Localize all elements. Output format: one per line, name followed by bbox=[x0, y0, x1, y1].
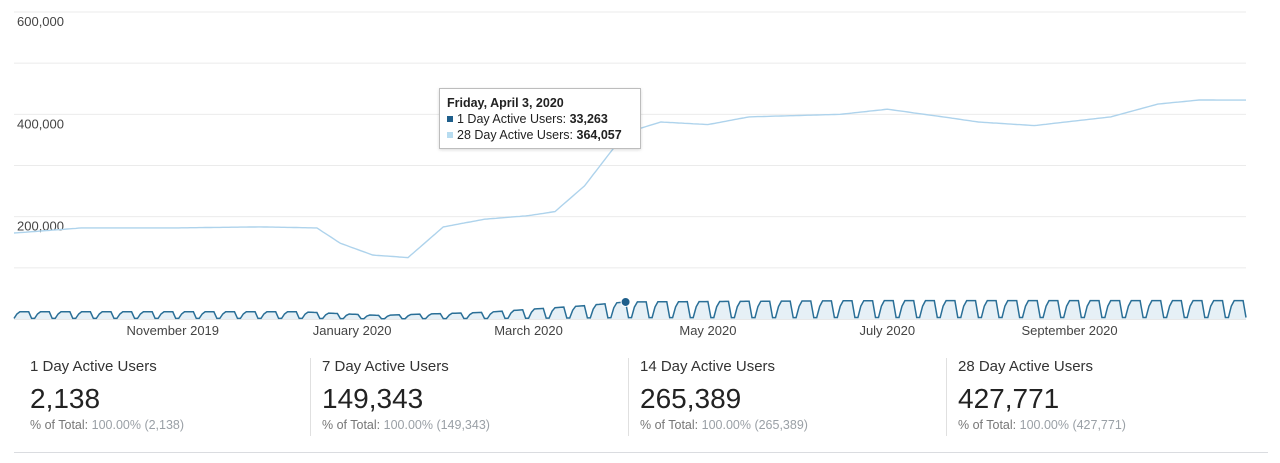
metric-percent-value: 100.00% (427,771) bbox=[1019, 418, 1126, 432]
metric-value: 149,343 bbox=[322, 383, 424, 414]
metric-28day[interactable]: 28 Day Active Users 427,771 % of Total: … bbox=[946, 350, 1266, 438]
metric-value: 2,138 bbox=[30, 383, 101, 414]
metric-percent: % of Total: 100.00% (149,343) bbox=[322, 418, 490, 432]
metrics-summary: 1 Day Active Users 2,138 % of Total: 100… bbox=[14, 350, 1266, 438]
chart-tooltip: Friday, April 3, 2020 1 Day Active Users… bbox=[439, 88, 641, 149]
highlight-point-1day bbox=[620, 296, 631, 307]
metric-percent-value: 100.00% (265,389) bbox=[701, 418, 808, 432]
metric-percent-prefix: % of Total: bbox=[640, 418, 699, 432]
tooltip-value-1day: 33,263 bbox=[569, 112, 608, 126]
metric-value: 265,389 bbox=[640, 383, 742, 414]
metric-percent-prefix: % of Total: bbox=[30, 418, 89, 432]
metric-1day[interactable]: 1 Day Active Users 2,138 % of Total: 100… bbox=[14, 350, 310, 438]
tooltip-label-1day: 1 Day Active Users: bbox=[457, 112, 567, 126]
tooltip-value-28day: 364,057 bbox=[576, 128, 622, 142]
metric-divider bbox=[310, 358, 311, 436]
x-axis: November 2019 January 2020 March 2020 May 2… bbox=[127, 323, 1118, 338]
y-tick-label: 400,000 bbox=[17, 116, 64, 131]
metric-label: 1 Day Active Users bbox=[30, 358, 157, 375]
metric-label: 28 Day Active Users bbox=[958, 358, 1094, 375]
metric-percent: % of Total: 100.00% (265,389) bbox=[640, 418, 808, 432]
metric-divider bbox=[946, 358, 947, 436]
metric-percent: % of Total: 100.00% (2,138) bbox=[30, 418, 184, 432]
x-tick-label: September 2020 bbox=[1022, 323, 1118, 338]
series-line-1day bbox=[13, 299, 1247, 320]
tooltip-label-28day: 28 Day Active Users: bbox=[457, 128, 574, 142]
tooltip-row-1day: 1 Day Active Users: 33,263 bbox=[447, 111, 633, 127]
y-tick-label: 600,000 bbox=[17, 14, 64, 29]
metric-7day[interactable]: 7 Day Active Users 149,343 % of Total: 1… bbox=[310, 350, 628, 438]
tooltip-date: Friday, April 3, 2020 bbox=[447, 96, 564, 110]
tooltip-swatch-28day bbox=[447, 132, 453, 138]
chart-grid bbox=[14, 11, 1246, 320]
metric-label: 7 Day Active Users bbox=[322, 358, 449, 375]
tooltip-row-28day: 28 Day Active Users: 364,057 bbox=[447, 127, 633, 143]
metric-percent-prefix: % of Total: bbox=[958, 418, 1017, 432]
bottom-divider bbox=[14, 452, 1268, 453]
x-tick-label: May 2020 bbox=[679, 323, 736, 338]
metric-value: 427,771 bbox=[958, 383, 1060, 414]
metric-percent-prefix: % of Total: bbox=[322, 418, 381, 432]
metric-divider bbox=[628, 358, 629, 436]
metric-percent-value: 100.00% (2,138) bbox=[91, 418, 185, 432]
tooltip-swatch-1day bbox=[447, 116, 453, 122]
x-tick-label: January 2020 bbox=[313, 323, 392, 338]
metric-label: 14 Day Active Users bbox=[640, 358, 776, 375]
x-tick-label: March 2020 bbox=[494, 323, 563, 338]
x-tick-label: November 2019 bbox=[127, 323, 220, 338]
x-tick-label: July 2020 bbox=[859, 323, 915, 338]
metric-percent-value: 100.00% (149,343) bbox=[383, 418, 490, 432]
metric-percent: % of Total: 100.00% (427,771) bbox=[958, 418, 1126, 432]
metric-14day[interactable]: 14 Day Active Users 265,389 % of Total: … bbox=[628, 350, 946, 438]
